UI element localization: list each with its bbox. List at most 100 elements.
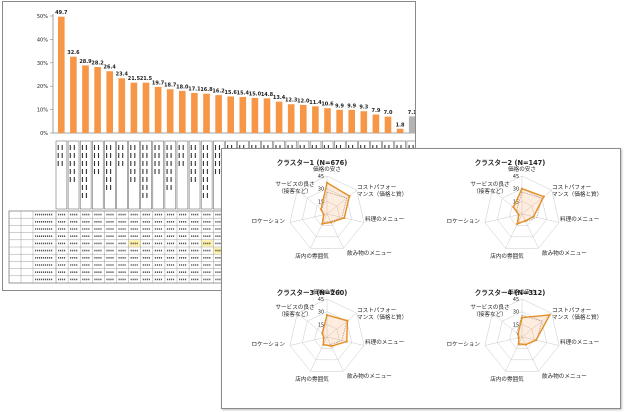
radar-point — [346, 319, 349, 322]
radar-chart: クラスター4 (N=312)45 30 15 価格の安さコストパフォーマンス（価格と質… — [447, 288, 603, 383]
radar-axis-label: コストパフォーマンス（価格と質） — [552, 307, 602, 321]
bar-value-label: 16.8 — [200, 87, 213, 93]
bar-value-label: 10.6 — [321, 102, 334, 108]
bar-value-label: 7.0 — [384, 110, 393, 116]
item-label-box — [79, 140, 92, 210]
radar-point — [330, 345, 333, 348]
bar — [130, 82, 138, 133]
radar-spoke — [326, 213, 344, 249]
bar — [396, 128, 404, 133]
radar-point — [345, 340, 348, 343]
bar-value-label: 9.9 — [347, 103, 356, 109]
radar-scale-label: 30 — [318, 310, 324, 316]
item-label-box — [128, 140, 140, 210]
y-tick-label: 0% — [40, 131, 48, 137]
bar — [372, 114, 380, 133]
radar-point — [319, 208, 323, 211]
radar-point — [517, 336, 520, 339]
radar-spoke — [326, 313, 357, 338]
radar-axis-label: 店内の雰囲気 — [490, 375, 524, 383]
item-label-box — [140, 140, 152, 210]
bar-value-label: 18.7 — [164, 83, 177, 89]
bar-value-label: 9.9 — [335, 103, 344, 109]
radar-point — [322, 213, 325, 216]
bar-value-label: 15.0 — [249, 91, 262, 97]
radar-axis-label: 店内の雰囲気 — [295, 252, 329, 260]
radar-charts: クラスター1 (N=676)453015価格の安さコストパフォーマンス（価格と質… — [252, 158, 603, 383]
radar-title: クラスター4 (N=312) — [475, 288, 546, 297]
radar-scale-label: 30 — [513, 187, 519, 193]
radar-axis-label: 飲み物のメニュー — [347, 249, 392, 257]
bar — [336, 109, 343, 133]
bar-value-label: 28.9 — [79, 59, 92, 65]
radar-point — [321, 332, 324, 335]
radar-point — [548, 313, 551, 316]
radar-scale-label: 45 — [513, 174, 519, 180]
bar — [275, 101, 283, 133]
radar-average-line — [516, 314, 543, 346]
radar-point — [343, 216, 346, 220]
bar — [166, 89, 174, 133]
radar-scale-label: 15 — [513, 322, 519, 328]
bar-value-label: 14.8 — [261, 92, 274, 98]
radar-point — [534, 339, 538, 342]
bar — [227, 96, 234, 133]
radar-grid-ring — [497, 311, 547, 361]
y-tick-label: 50% — [37, 14, 48, 20]
bar — [118, 78, 126, 133]
radar-point — [524, 343, 527, 346]
radar-title: クラスター2 (N=147) — [475, 158, 546, 167]
item-label-box — [188, 140, 201, 210]
radar-grid-ring — [314, 201, 340, 226]
radar-point — [321, 222, 324, 225]
radar-spoke — [310, 213, 328, 249]
radar-axis-label: 価格の安さ — [313, 288, 341, 296]
radar-spoke — [326, 213, 365, 223]
bar-value-label: 1.8 — [396, 122, 405, 128]
radar-scale-label: 45 — [513, 297, 519, 303]
bar — [58, 16, 65, 134]
bar — [384, 116, 392, 133]
bar — [82, 65, 89, 133]
y-tick-label: 40% — [37, 37, 48, 43]
bar — [179, 90, 186, 133]
radar-point — [516, 222, 519, 225]
radar-spoke — [326, 190, 357, 215]
radar-grid-ring — [497, 188, 547, 238]
radar-axis-label: ロケーション — [252, 341, 286, 348]
radar-grid-ring — [314, 324, 340, 349]
bar — [94, 67, 101, 133]
radar-spoke — [521, 336, 539, 372]
radar-axis-label: サービスの良さ（接客など） — [275, 180, 314, 195]
radar-point — [329, 221, 333, 224]
radar-spoke — [484, 213, 523, 223]
bar-value-label: 12.3 — [285, 98, 298, 104]
radar-title: クラスター3 (N=260) — [277, 288, 348, 297]
bar — [312, 106, 319, 133]
radar-axis-label: 価格の安さ — [508, 288, 536, 296]
bar-value-label: 49.7 — [55, 10, 68, 16]
bar-value-label: 17.1 — [188, 86, 201, 92]
bar-value-label: 13.4 — [273, 95, 286, 101]
radar-series-line — [321, 314, 349, 347]
radar-axis-label: 料理のメニュー — [560, 338, 600, 346]
radar-spoke — [521, 336, 560, 346]
radar-axis-label: 飲み物のメニュー — [542, 372, 587, 380]
bar — [215, 95, 222, 133]
radar-spoke — [326, 336, 344, 372]
radar-average-line — [321, 191, 348, 223]
item-label-box — [176, 140, 189, 210]
radar-point — [520, 187, 524, 190]
radar-grid-ring — [484, 298, 560, 372]
radar-grid-ring — [509, 201, 535, 226]
bar-value-label: 16.2 — [212, 89, 225, 95]
radar-axis-label: コストパフォーマンス（価格と質） — [552, 184, 602, 198]
bar — [300, 104, 307, 133]
radar-axis-label: 店内の雰囲気 — [490, 252, 524, 260]
radar-point — [542, 195, 545, 198]
radar-spoke — [310, 336, 328, 372]
radar-axis-label: ロケーション — [447, 341, 481, 348]
radar-grid-ring — [289, 175, 365, 249]
radar-axis-label: 価格の安さ — [508, 165, 536, 173]
item-label-box — [55, 140, 68, 210]
